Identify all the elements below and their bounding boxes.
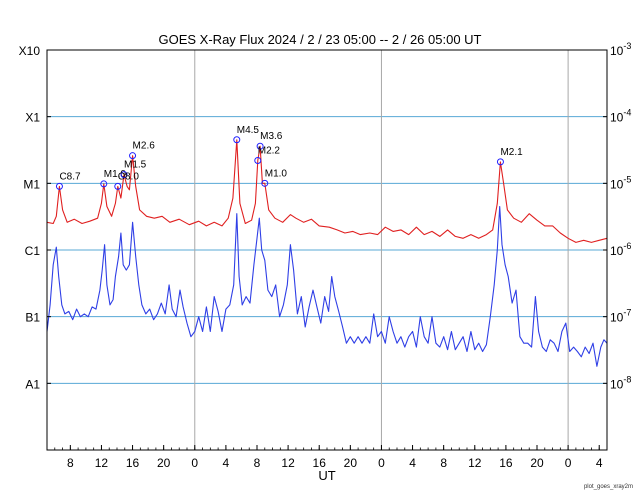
footer-note: plot_goes_xray2m (584, 484, 633, 490)
x-axis-tick-label: 20 (344, 456, 358, 470)
left-axis-label: X10 (19, 44, 41, 58)
x-axis-tick-label: 16 (499, 456, 513, 470)
x-axis-tick-label: 20 (530, 456, 544, 470)
right-axis-label: 10-3 (610, 41, 631, 58)
left-axis-label: X1 (25, 111, 40, 125)
flare-marker (496, 158, 504, 166)
flare-marker-layer: C8.7 M1.0M1.5C8.0M2.6M4.5M3.6M2.2M1.0M2.1 (55, 125, 523, 190)
x-axis-tick-label: 12 (468, 456, 482, 470)
flare-label: M3.6 (260, 131, 283, 142)
x-axis-tick-label: 0 (191, 456, 198, 470)
flare-marker (233, 136, 241, 144)
x-axis-tick-label: 4 (596, 456, 603, 470)
x-axis-tick-label: 8 (254, 456, 261, 470)
right-axis-label: 10-6 (610, 241, 631, 258)
grid-layer (47, 50, 607, 450)
flare-label: M1.5 (124, 160, 147, 171)
x-axis-tick-label: 16 (313, 456, 327, 470)
left-axis-label: B1 (25, 311, 40, 325)
flare-label: M1.0 (265, 168, 288, 179)
flare-marker (261, 179, 269, 187)
axis-layer: A1 B1 C1 M1 X1 X10 10-8 10-7 10-6 10-5 10-4 10-3 8 12… (19, 41, 632, 470)
flare-marker (100, 180, 108, 188)
right-axis-label: 10-5 (610, 174, 631, 191)
flare-label: C8.0 (118, 171, 140, 182)
x-axis-tick-label: 4 (223, 456, 230, 470)
x-axis-tick-label: 20 (157, 456, 171, 470)
chart-title: GOES X-Ray Flux 2024 / 2 / 23 05:00 -- 2… (159, 32, 482, 47)
series-line-short-wavelength (46, 205, 608, 367)
x-axis-tick-label: 0 (378, 456, 385, 470)
x-axis-tick-label: 0 (565, 456, 572, 470)
series-line-long-wavelength (46, 139, 608, 243)
x-axis-tick-label: 8 (67, 456, 74, 470)
x-axis-label: UT (318, 468, 335, 483)
x-axis-tick-label: 12 (281, 456, 295, 470)
right-axis-label: 10-7 (610, 308, 631, 325)
flare-marker (114, 182, 122, 190)
series-layer (46, 139, 608, 367)
x-axis-tick-label: 12 (95, 456, 109, 470)
x-axis-tick-label: 16 (126, 456, 140, 470)
flare-marker (120, 171, 128, 179)
left-axis-label: C1 (25, 244, 41, 258)
x-axis-tick-label: 4 (409, 456, 416, 470)
flare-label: M2.2 (258, 146, 281, 157)
flare-label: C8.7 (59, 171, 81, 182)
flare-label: M2.6 (133, 141, 156, 152)
flare-label: M1.0 (104, 169, 127, 180)
flare-label: M4.5 (237, 125, 260, 136)
flare-marker (55, 182, 63, 190)
right-axis-label: 10-8 (610, 374, 631, 391)
right-axis-label: 10-4 (610, 108, 631, 125)
flare-marker (129, 152, 137, 160)
left-axis-label: A1 (25, 377, 40, 391)
flare-marker (254, 157, 262, 165)
flare-marker (256, 142, 264, 150)
left-axis-label: M1 (23, 177, 40, 191)
x-axis-tick-label: 8 (440, 456, 447, 470)
flare-label: M2.1 (500, 147, 523, 158)
